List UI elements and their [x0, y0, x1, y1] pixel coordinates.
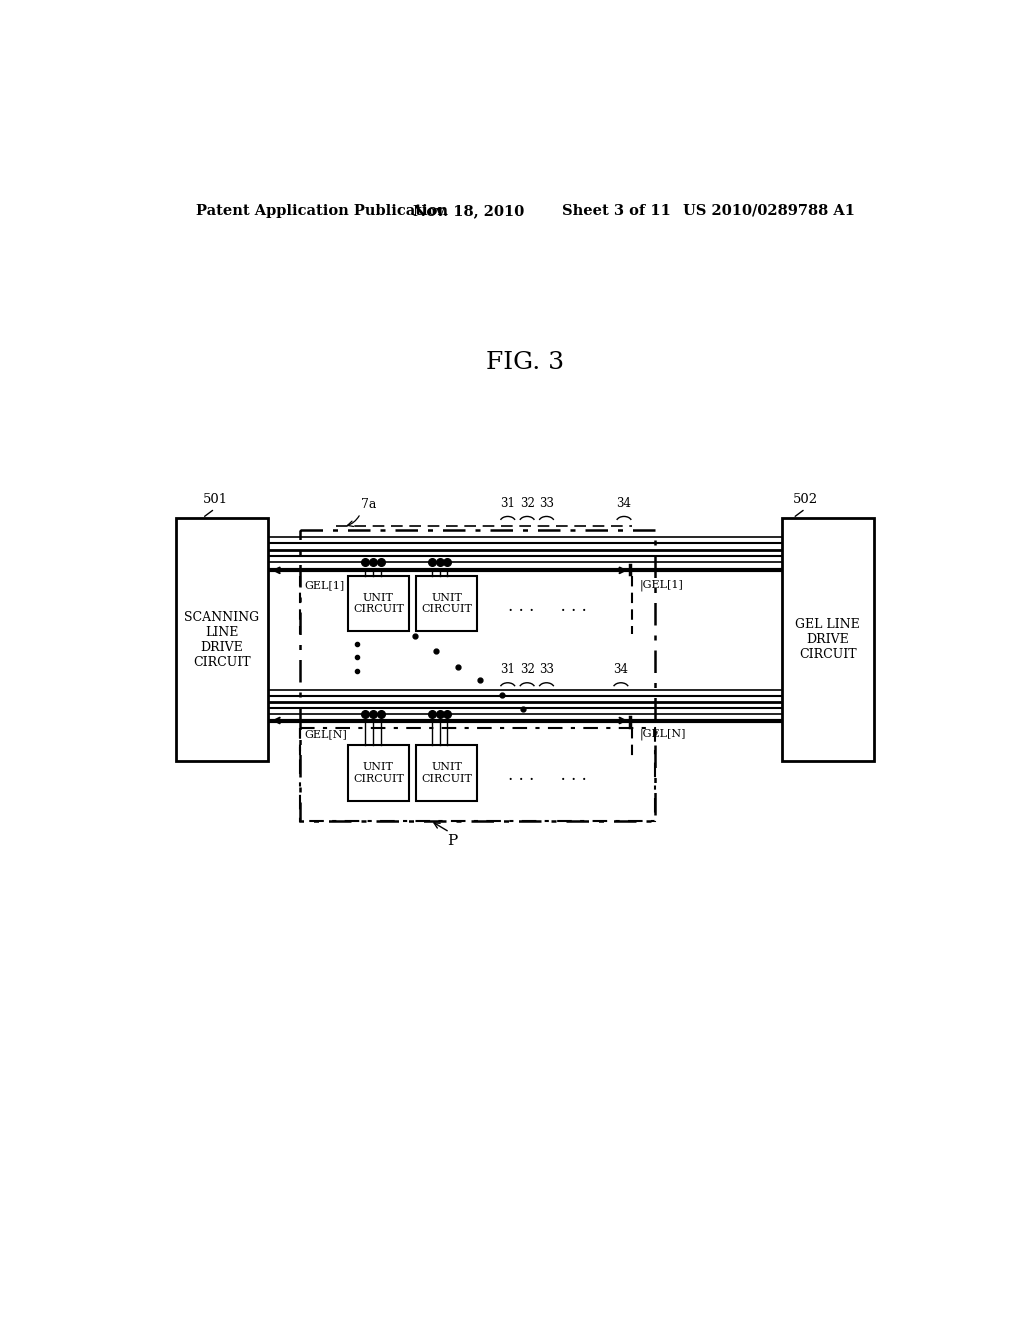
Text: UNIT
CIRCUIT: UNIT CIRCUIT — [421, 593, 472, 614]
Bar — [417, 576, 477, 631]
Text: |GEL[N]: |GEL[N] — [640, 729, 686, 741]
Text: US 2010/0289788 A1: US 2010/0289788 A1 — [683, 203, 855, 218]
Text: FIG. 3: FIG. 3 — [485, 351, 564, 374]
Text: GEL[1]: GEL[1] — [305, 579, 345, 590]
Text: UNIT
CIRCUIT: UNIT CIRCUIT — [353, 762, 403, 784]
Text: 33: 33 — [539, 663, 554, 676]
Text: GEL[N]: GEL[N] — [305, 730, 347, 739]
Bar — [348, 744, 409, 800]
Bar — [300, 729, 655, 821]
Text: 502: 502 — [793, 494, 818, 507]
Bar — [782, 517, 873, 762]
Text: 7a: 7a — [360, 498, 376, 511]
Text: 34: 34 — [613, 663, 629, 676]
Text: UNIT
CIRCUIT: UNIT CIRCUIT — [353, 593, 403, 614]
Text: 34: 34 — [616, 496, 632, 510]
Text: Nov. 18, 2010: Nov. 18, 2010 — [414, 203, 524, 218]
Text: 32: 32 — [520, 496, 535, 510]
Text: 31: 31 — [501, 496, 515, 510]
Text: Sheet 3 of 11: Sheet 3 of 11 — [562, 203, 671, 218]
Text: UNIT
CIRCUIT: UNIT CIRCUIT — [421, 762, 472, 784]
Text: 32: 32 — [520, 663, 535, 676]
Text: GEL LINE
DRIVE
CIRCUIT: GEL LINE DRIVE CIRCUIT — [796, 618, 860, 661]
Bar — [176, 517, 267, 762]
Text: |GEL[1]: |GEL[1] — [640, 579, 683, 591]
Text: 501: 501 — [203, 494, 227, 507]
Text: SCANNING
LINE
DRIVE
CIRCUIT: SCANNING LINE DRIVE CIRCUIT — [184, 611, 259, 669]
Text: 33: 33 — [539, 496, 554, 510]
Text: . . .     . . .: . . . . . . — [508, 598, 587, 615]
Text: . . .     . . .: . . . . . . — [508, 767, 587, 784]
Bar — [348, 576, 409, 631]
Text: Patent Application Publication: Patent Application Publication — [197, 203, 449, 218]
Text: P: P — [446, 834, 457, 849]
Bar — [300, 529, 655, 821]
Text: 31: 31 — [501, 663, 515, 676]
Bar — [417, 744, 477, 800]
